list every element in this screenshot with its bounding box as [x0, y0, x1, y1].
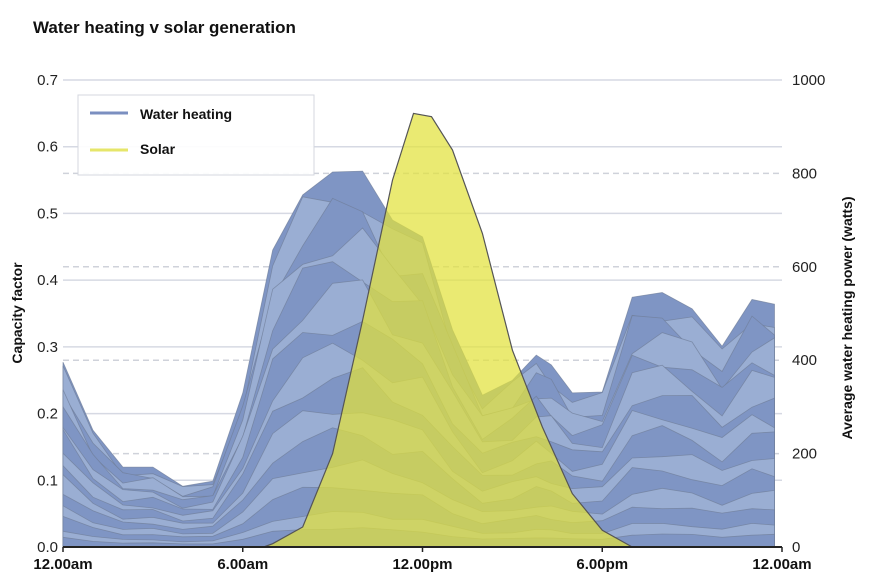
y-tick-label-left: 0.2	[37, 406, 58, 423]
solar-area	[263, 112, 635, 548]
y-tick-label-left: 0.0	[37, 539, 58, 556]
y-tick-label-right: 1000	[792, 72, 825, 89]
x-tick-label: 6.00pm	[576, 556, 628, 573]
y-tick-label-left: 0.3	[37, 339, 58, 356]
y-tick-label-right: 0	[792, 539, 800, 556]
y-axis-label-left: Capacity factor	[9, 262, 25, 364]
legend-label-solar: Solar	[140, 141, 176, 157]
legend: Water heating Solar	[77, 94, 315, 176]
y-tick-label-left: 0.5	[37, 205, 58, 222]
x-tick-label: 6.00am	[217, 556, 268, 573]
y-axis-label-right: Average water heating power (watts)	[839, 197, 855, 440]
x-tick-label: 12.00am	[33, 556, 92, 573]
y-tick-label-left: 0.6	[37, 139, 58, 156]
x-tick-label: 12.00am	[752, 556, 811, 573]
y-tick-label-right: 400	[792, 352, 817, 369]
y-tick-label-right: 200	[792, 446, 817, 463]
y-tick-label-left: 0.7	[37, 72, 58, 89]
x-tick-label: 12.00pm	[392, 556, 452, 573]
y-tick-label-left: 0.1	[37, 472, 58, 489]
y-tick-label-right: 600	[792, 259, 817, 276]
chart-title: Water heating v solar generation	[33, 18, 296, 37]
y-tick-label-right: 800	[792, 165, 817, 182]
y-tick-label-left: 0.4	[37, 272, 58, 289]
legend-label-water-heating: Water heating	[140, 106, 232, 122]
